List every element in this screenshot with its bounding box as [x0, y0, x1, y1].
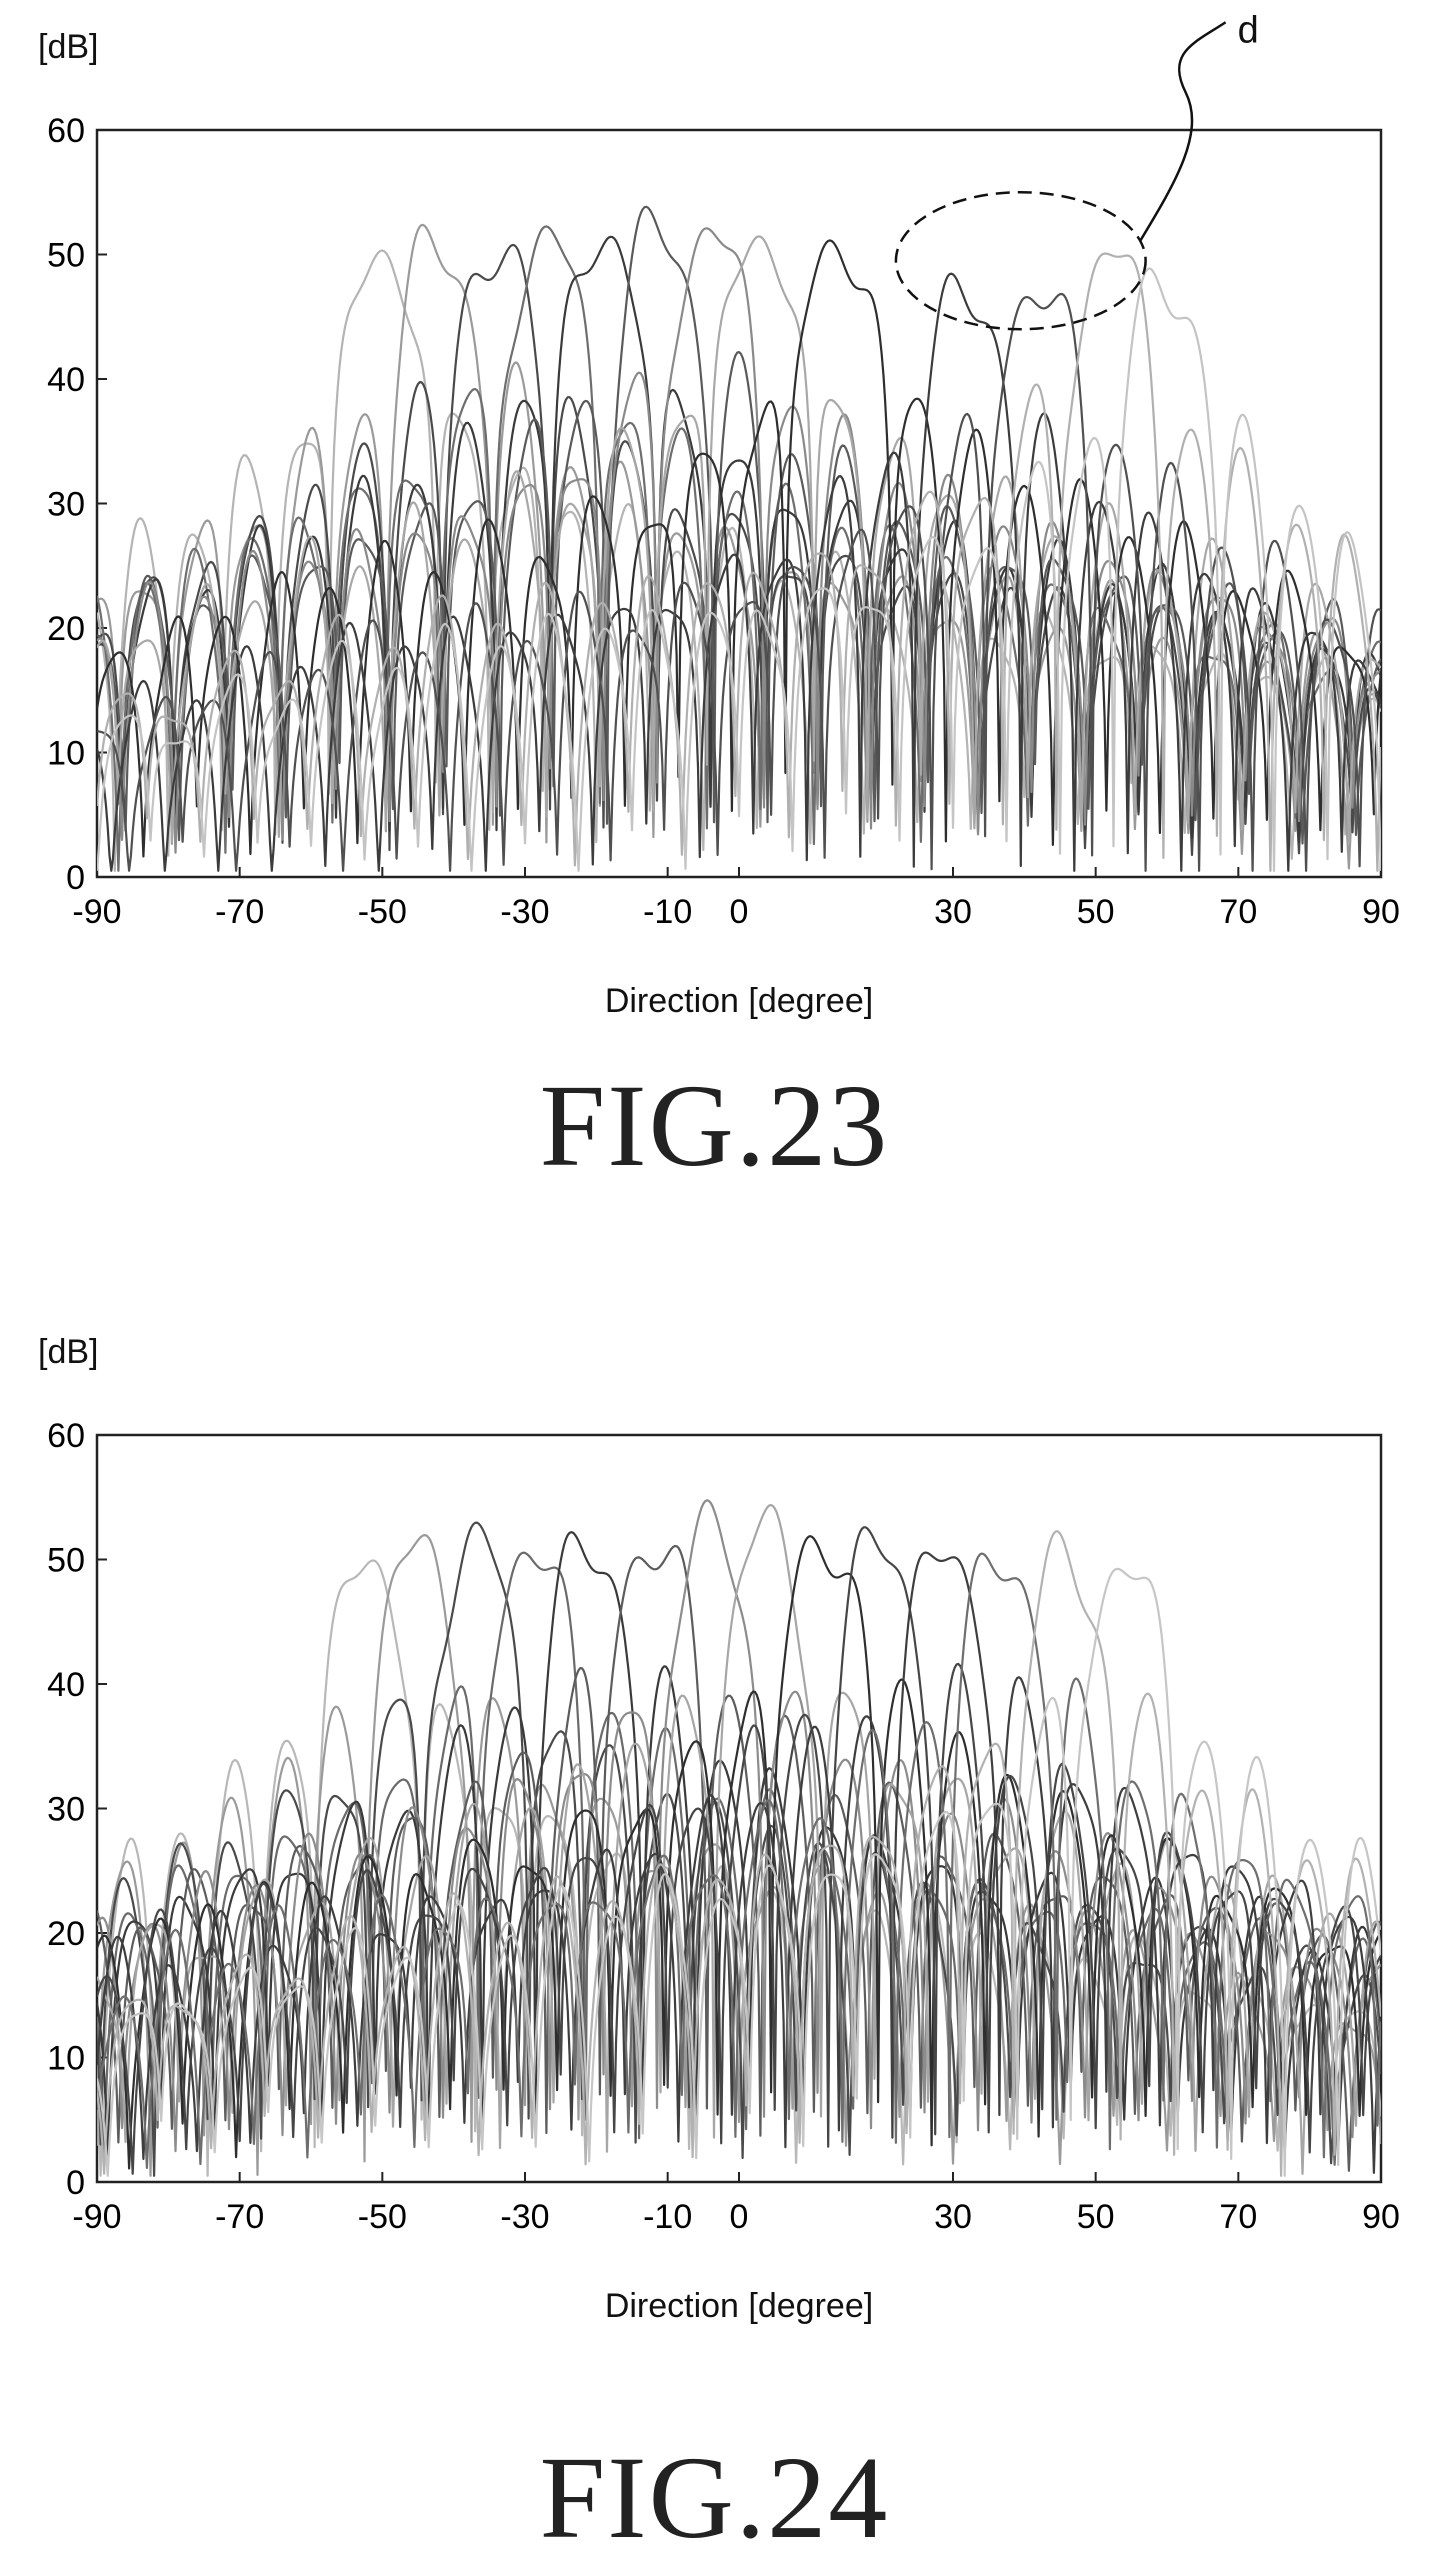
x-tick-label: 30 — [934, 2198, 972, 2236]
y-tick-label: 10 — [47, 2040, 85, 2078]
x-tick-label: 50 — [1077, 2198, 1115, 2236]
y-tick-label: 50 — [47, 1542, 85, 1580]
x-tick-label: -30 — [500, 893, 549, 931]
beam-curves — [97, 1499, 1381, 2177]
y-tick-label: 0 — [66, 2164, 85, 2202]
x-tick-label: 90 — [1362, 2198, 1400, 2236]
beam-curve — [97, 267, 1381, 872]
beam-curve — [97, 292, 1381, 872]
x-tick-label: 70 — [1219, 2198, 1257, 2236]
chart-fig23: [dB] 0 10 20 30 40 50 60 -90 -70 -50 -30 -10 0 30 50 70 9… — [38, 9, 1400, 1020]
y-tick-label: 40 — [47, 1666, 85, 1704]
beam-curve — [97, 239, 1381, 858]
y-tick-label: 10 — [47, 735, 85, 773]
y-tick-label: 30 — [47, 1791, 85, 1829]
y-tick-label: 60 — [47, 112, 85, 150]
figure-caption: FIG.23 — [539, 1060, 890, 1191]
x-axis-label: Direction [degree] — [605, 982, 873, 1020]
x-tick-label: -30 — [500, 2198, 549, 2236]
x-tick-label: 70 — [1219, 893, 1257, 931]
x-tick-label: 30 — [934, 893, 972, 931]
figure-caption: FIG.24 — [539, 2432, 890, 2563]
x-tick-label: -10 — [643, 2198, 692, 2236]
highlight-ellipse — [894, 191, 1147, 331]
annotation-label: d — [1238, 9, 1259, 51]
beam-curve — [97, 1552, 1381, 2170]
x-tick-label: 0 — [730, 893, 749, 931]
y-axis-label: [dB] — [38, 1333, 98, 1371]
x-tick-label: 0 — [730, 2198, 749, 2236]
y-axis-label: [dB] — [38, 28, 98, 66]
y-tick-label: 20 — [47, 1915, 85, 1953]
y-tick-label: 30 — [47, 486, 85, 524]
x-tick-label: -70 — [215, 2198, 264, 2236]
chart-fig24: [dB] 0 10 20 30 40 50 60 -90 -70 -50 -30 -10 0 30 50 70 9… — [38, 1333, 1400, 2325]
beam-curves — [97, 205, 1381, 872]
beam-curve — [97, 1534, 1381, 2177]
figure-24: [dB] 0 10 20 30 40 50 60 -90 -70 -50 -30 -10 0 30 50 70 9… — [0, 1305, 1429, 2575]
y-tick-label: 60 — [47, 1417, 85, 1455]
y-tick-label: 50 — [47, 237, 85, 275]
x-tick-label: -50 — [358, 2198, 407, 2236]
y-tick-label: 0 — [66, 859, 85, 897]
y-tick-label: 40 — [47, 361, 85, 399]
figure-23: [dB] 0 10 20 30 40 50 60 -90 -70 -50 -30 -10 0 30 50 70 9… — [0, 0, 1429, 1270]
beam-curve — [97, 1567, 1381, 2177]
beam-curve — [97, 252, 1381, 872]
x-tick-label: -90 — [72, 893, 121, 931]
y-tick-label: 20 — [47, 610, 85, 648]
leader-line — [1139, 21, 1227, 241]
x-axis-label: Direction [degree] — [605, 2287, 873, 2325]
x-tick-label: -10 — [643, 893, 692, 931]
x-tick-label: -70 — [215, 893, 264, 931]
x-tick-label: 90 — [1362, 893, 1400, 931]
x-tick-label: 50 — [1077, 893, 1115, 931]
x-tick-label: -90 — [72, 2198, 121, 2236]
x-tick-label: -50 — [358, 893, 407, 931]
